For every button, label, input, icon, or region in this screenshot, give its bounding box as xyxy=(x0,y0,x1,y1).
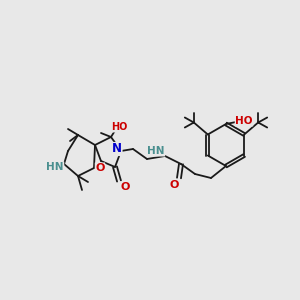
Text: O: O xyxy=(95,163,105,173)
Text: N: N xyxy=(112,142,122,155)
Text: O: O xyxy=(120,182,130,192)
Text: HN: HN xyxy=(147,146,165,156)
Text: HO: HO xyxy=(235,116,253,126)
Text: HN: HN xyxy=(46,162,64,172)
Text: HO: HO xyxy=(111,122,127,132)
Text: O: O xyxy=(169,180,179,190)
